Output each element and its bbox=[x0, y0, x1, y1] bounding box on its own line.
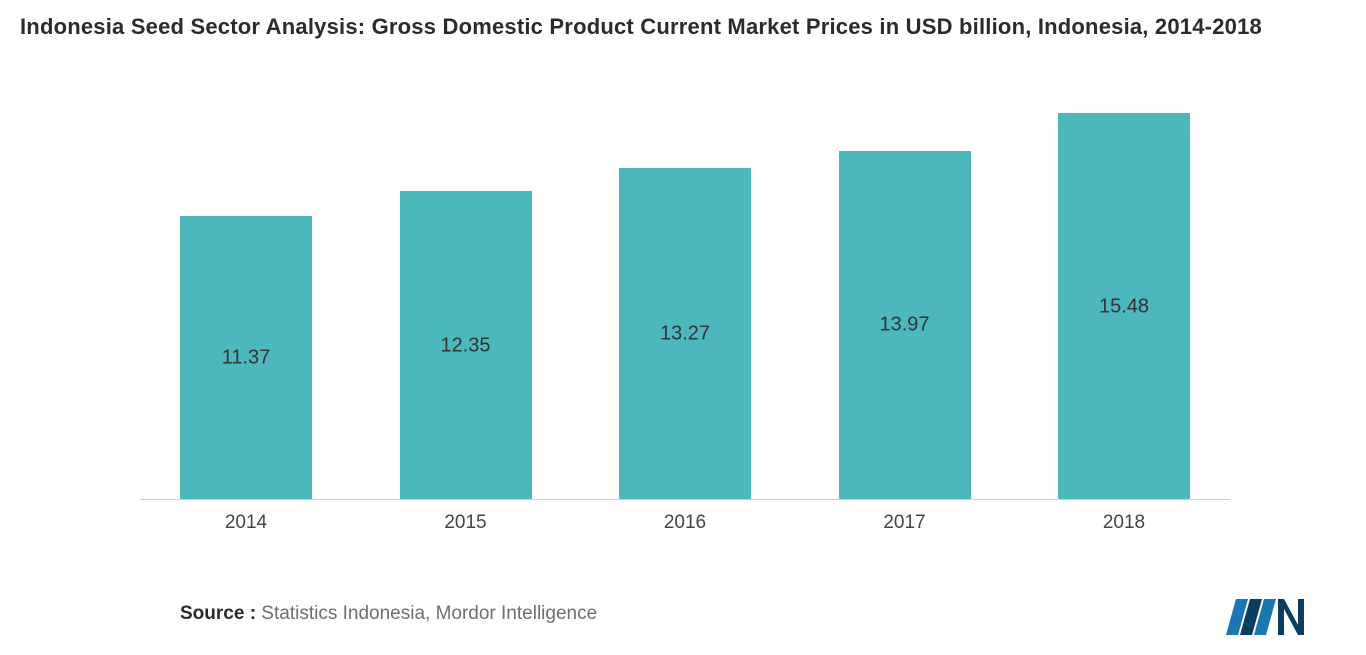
chart-plot-area: 11.37 12.35 13.27 13.97 15.48 bbox=[180, 100, 1190, 500]
chart-container: { "chart": { "type": "bar", "title": "In… bbox=[0, 0, 1366, 655]
bar-slot: 13.27 bbox=[619, 168, 751, 500]
x-axis-label: 2018 bbox=[1058, 512, 1190, 534]
mordor-logo-icon bbox=[1226, 587, 1306, 635]
bar-2016: 13.27 bbox=[619, 168, 751, 500]
x-axis-label: 2014 bbox=[180, 512, 312, 534]
x-axis-label: 2016 bbox=[619, 512, 751, 534]
bar-2017: 13.97 bbox=[839, 151, 971, 500]
x-axis-label: 2017 bbox=[839, 512, 971, 534]
bar-slot: 12.35 bbox=[400, 191, 532, 500]
bar-2018: 15.48 bbox=[1058, 113, 1190, 500]
x-axis-label: 2015 bbox=[400, 512, 532, 534]
x-axis-line bbox=[140, 499, 1230, 500]
chart-title: Indonesia Seed Sector Analysis: Gross Do… bbox=[20, 14, 1346, 40]
bars-group: 11.37 12.35 13.27 13.97 15.48 bbox=[180, 100, 1190, 500]
bar-value-label: 13.27 bbox=[660, 323, 710, 346]
bar-value-label: 12.35 bbox=[440, 334, 490, 357]
source-prefix: Source : bbox=[180, 603, 256, 624]
bar-slot: 13.97 bbox=[839, 151, 971, 500]
source-text: Statistics Indonesia, Mordor Intelligenc… bbox=[256, 603, 597, 624]
bar-value-label: 11.37 bbox=[222, 346, 271, 369]
bar-slot: 11.37 bbox=[180, 216, 312, 500]
bar-2014: 11.37 bbox=[180, 216, 312, 500]
logo-n-icon bbox=[1278, 599, 1304, 635]
bar-value-label: 13.97 bbox=[879, 314, 929, 337]
source-citation: Source : Statistics Indonesia, Mordor In… bbox=[180, 603, 597, 625]
bar-value-label: 15.48 bbox=[1099, 295, 1149, 318]
x-axis-labels: 2014 2015 2016 2017 2018 bbox=[180, 512, 1190, 534]
bar-slot: 15.48 bbox=[1058, 113, 1190, 500]
bar-2015: 12.35 bbox=[400, 191, 532, 500]
logo-bars-icon bbox=[1226, 599, 1276, 635]
